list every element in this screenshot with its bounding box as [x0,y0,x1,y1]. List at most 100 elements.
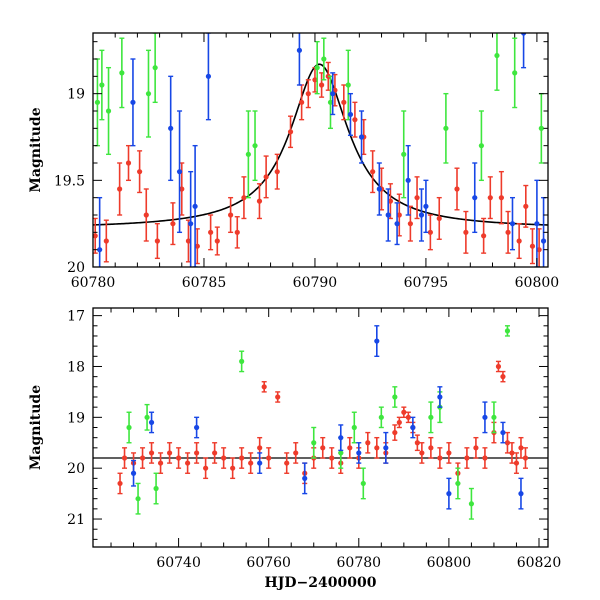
data-point [221,447,227,469]
marker [396,419,402,426]
data-point [374,436,380,459]
data-point [405,411,411,424]
data-point [321,37,327,81]
marker [275,394,281,400]
marker [500,374,506,380]
data-point [103,219,109,263]
data-point [534,179,540,267]
marker [338,450,344,456]
data-point [427,214,433,251]
marker [518,491,524,497]
marker [356,450,362,456]
data-point [365,431,371,454]
data-point [509,442,515,464]
data-point [97,196,103,267]
marker [443,125,449,131]
marker [512,70,518,76]
data-point [239,447,245,469]
marker [370,169,376,175]
data-point [329,447,335,469]
data-point [170,202,176,246]
marker [175,455,182,461]
bottom-panel-full-light-curve: 60740 60760 60780 60800 60820 17 18 19 20 21 Magni… [28,307,561,591]
data-point [419,442,425,464]
marker [266,455,272,461]
data-point [139,447,146,469]
marker [387,198,394,204]
marker [374,445,380,451]
marker [274,169,280,175]
marker [212,450,218,456]
data-point [487,176,493,220]
data-point [407,205,413,242]
data-point [154,222,160,260]
data-point [428,436,434,459]
marker [347,445,353,451]
marker [119,70,125,76]
data-point [428,401,434,434]
x-axis-label: HJD−2400000 [265,575,377,591]
marker [540,238,547,244]
marker [311,440,317,446]
data-point [513,452,520,474]
series-green-top [94,33,544,199]
marker [130,99,136,105]
marker [239,455,245,461]
marker [144,414,150,420]
data-point [436,196,442,240]
marker [117,186,123,192]
data-point [376,162,382,216]
marker [152,65,158,71]
marker [396,212,402,218]
x-tick-label: 60780 [337,555,382,571]
marker [482,414,488,420]
marker [185,460,191,466]
plot-frame [92,307,549,548]
marker [534,221,540,227]
marker [487,195,493,201]
marker [296,47,303,53]
data-point [148,411,155,434]
data-point [518,477,524,510]
marker [145,91,152,97]
marker [153,485,159,492]
data-point [205,33,212,121]
data-point [137,150,143,194]
marker [99,82,105,88]
marker [347,111,354,118]
marker [472,195,478,201]
data-point [423,179,429,234]
marker [168,125,174,131]
marker [405,177,411,183]
data-point [176,110,183,234]
marker [299,99,305,105]
data-point [287,115,294,149]
data-point [330,72,336,116]
data-point [538,92,544,164]
data-point [383,431,389,464]
data-point [99,49,105,121]
data-point [523,184,529,228]
data-point [143,188,149,242]
data-point [356,442,362,464]
marker [401,409,407,415]
x-tick-label: 60740 [156,555,201,571]
marker [522,455,529,461]
marker [312,77,318,83]
data-point [230,457,236,480]
y-tick-label: 19 [67,87,85,103]
data-point [212,442,218,464]
marker [252,143,258,149]
data-point [481,217,487,254]
y-tick-label: 19 [67,410,85,426]
data-point [192,144,198,267]
marker [464,455,470,461]
data-point [491,401,497,434]
marker [248,460,254,466]
marker [130,470,137,476]
data-point [166,442,173,464]
series-blue-bottom [130,325,524,510]
marker [436,215,442,222]
marker [345,82,351,88]
marker [536,247,542,253]
